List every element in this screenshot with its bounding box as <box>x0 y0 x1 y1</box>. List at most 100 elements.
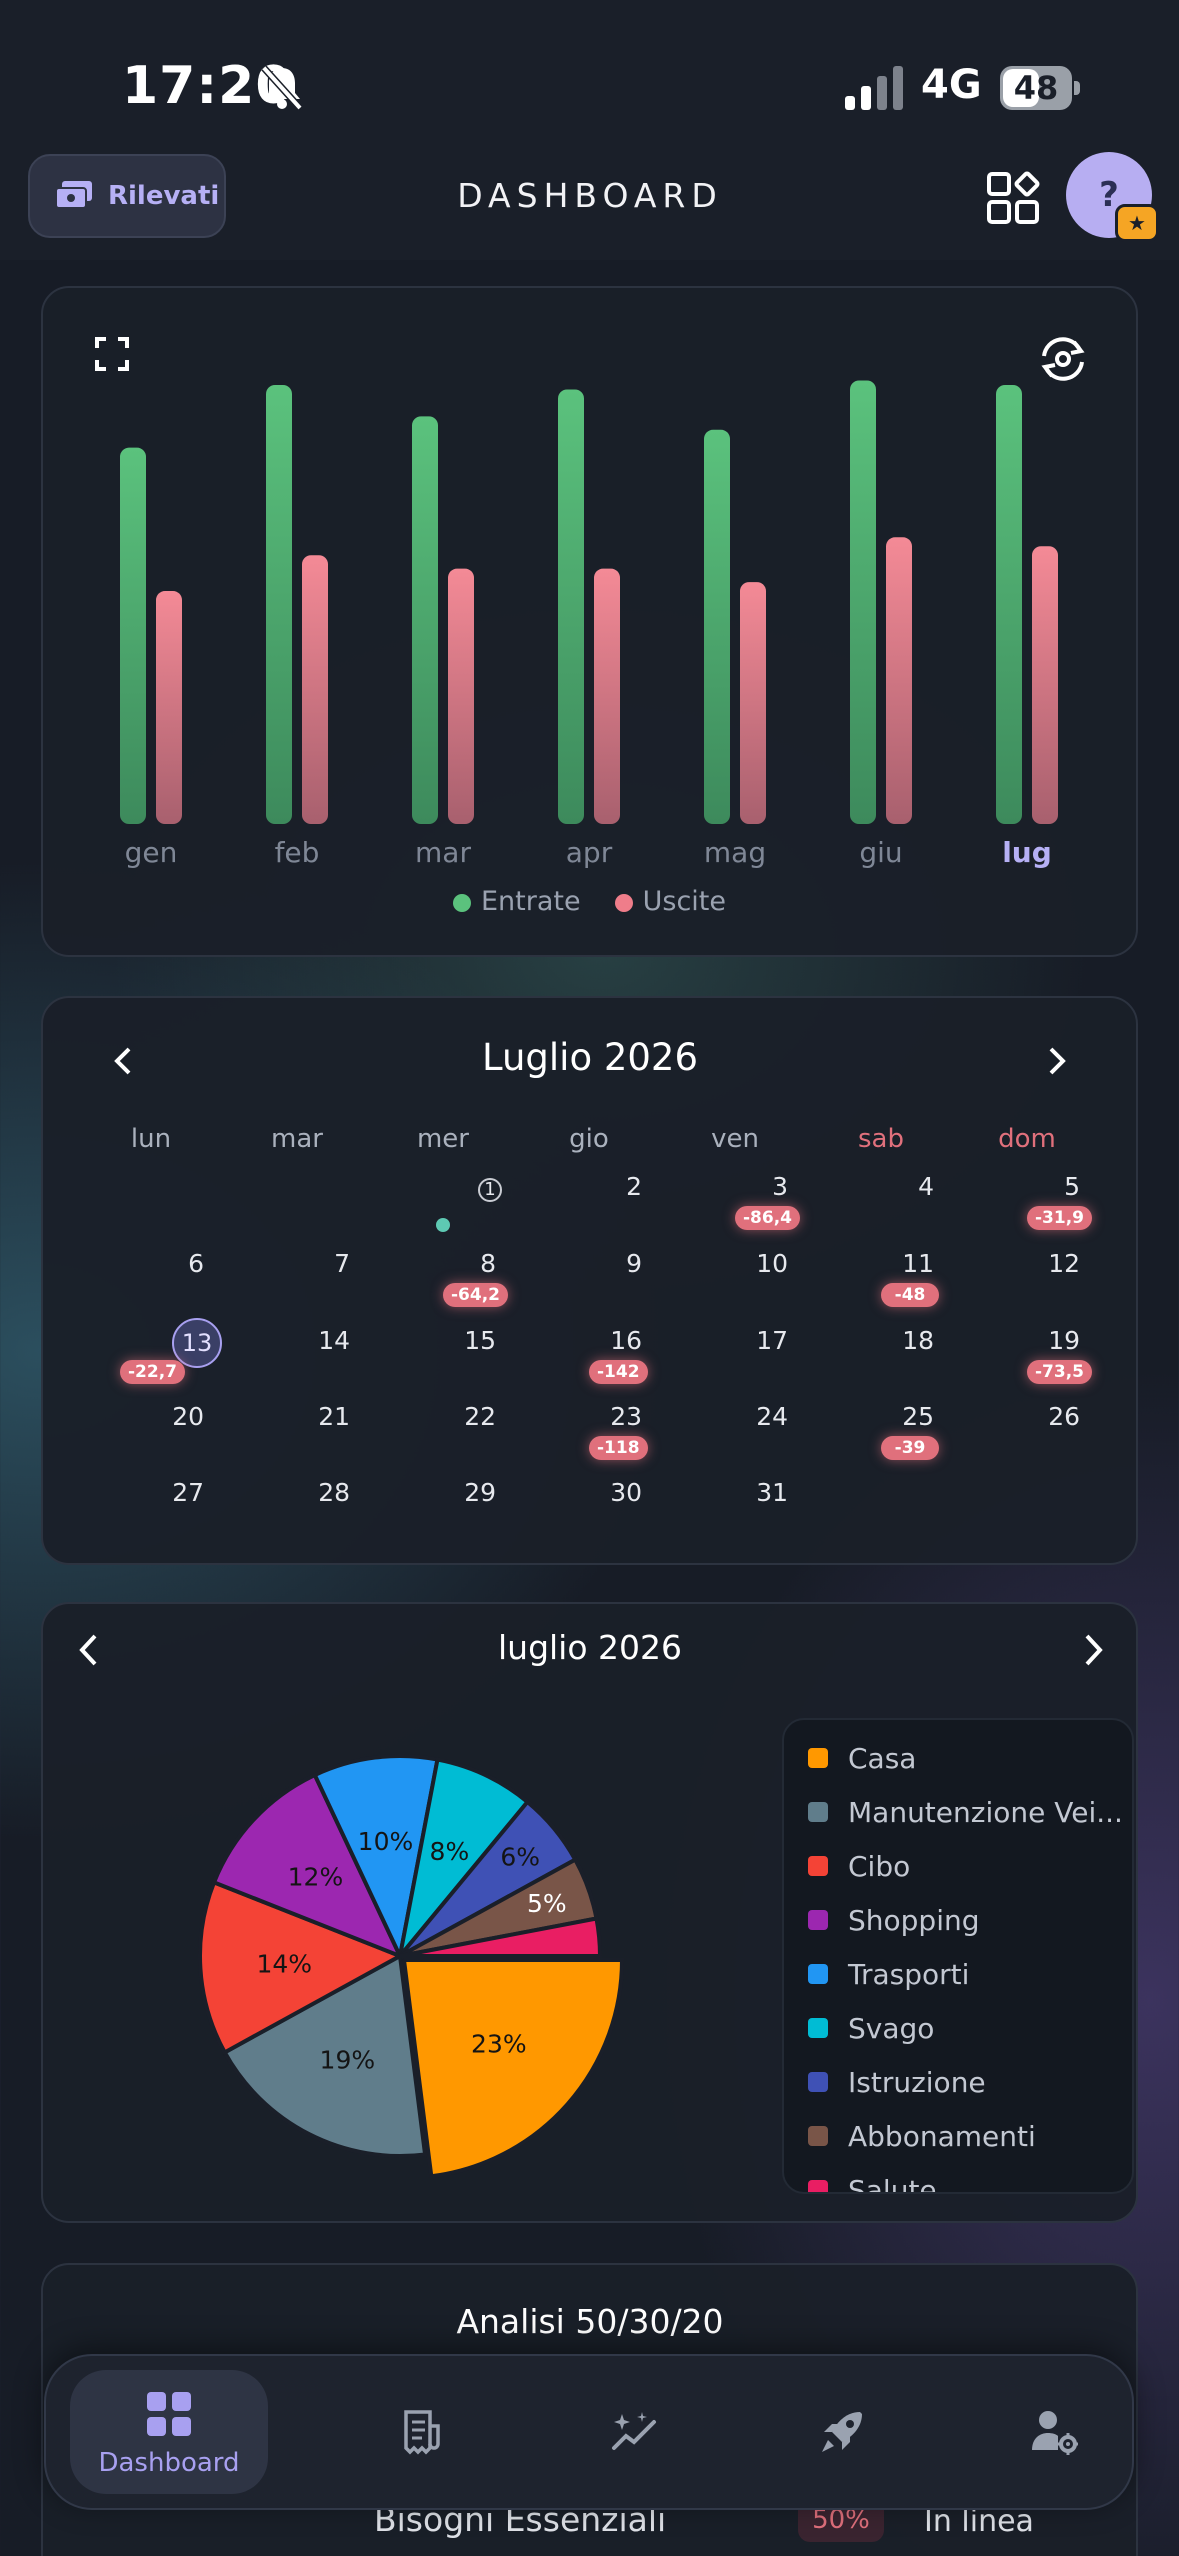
pie-slice-cibo[interactable] <box>198 1879 405 2056</box>
rilevati-button[interactable]: Rilevati <box>28 154 226 238</box>
pie-chart: 23% 19% 14% 12% 10% 8% 6% 5% <box>198 1754 625 2179</box>
rocket-icon[interactable] <box>818 2408 866 2456</box>
weekday-dom: dom <box>998 1124 1056 1154</box>
calendar-day-today[interactable]: 13 <box>172 1318 222 1368</box>
nav-item-dashboard[interactable] <box>70 2370 268 2494</box>
receipt-icon[interactable] <box>398 2408 446 2456</box>
calendar-day-16[interactable]: 16 <box>610 1326 642 1355</box>
legend-item-abbonamenti[interactable]: Abbonamenti <box>808 2116 1036 2156</box>
x-tick-apr[interactable]: apr <box>566 836 613 869</box>
bar-uscite-giu[interactable] <box>886 537 912 824</box>
rotate-view-icon[interactable] <box>1038 334 1088 384</box>
calendar-day-15[interactable]: 15 <box>464 1326 496 1355</box>
bar-entrate-mag[interactable] <box>704 429 730 824</box>
calendar-day-7[interactable]: 7 <box>334 1249 350 1278</box>
calendar-day-19[interactable]: 19 <box>1048 1326 1080 1355</box>
x-tick-lug[interactable]: lug <box>1002 836 1052 869</box>
expense-badge-11: -48 <box>881 1283 939 1307</box>
calendar-day-11[interactable]: 11 <box>902 1249 934 1278</box>
bar-entrate-giu[interactable] <box>850 380 876 824</box>
expense-badge-16: -142 <box>589 1360 648 1384</box>
calendar-day-20[interactable]: 20 <box>172 1402 204 1431</box>
bar-chart: gen feb mar apr mag giu lug <box>120 380 1058 869</box>
bar-entrate-feb[interactable] <box>266 384 292 824</box>
bar-uscite-feb[interactable] <box>302 555 328 824</box>
calendar-day-30[interactable]: 30 <box>610 1478 642 1507</box>
calendar-day-14[interactable]: 14 <box>318 1326 350 1355</box>
next-period-icon[interactable] <box>1072 1630 1112 1670</box>
bar-uscite-lug[interactable] <box>1032 546 1058 824</box>
calendar-day-1[interactable]: 1 <box>370 1172 516 1202</box>
calendar-day-6[interactable]: 6 <box>188 1249 204 1278</box>
fullscreen-icon[interactable] <box>94 336 130 372</box>
network-type: 4G <box>921 62 982 108</box>
calendar-day-17[interactable]: 17 <box>756 1326 788 1355</box>
legend-entrate[interactable]: Entrate <box>453 886 581 917</box>
calendar-day-18[interactable]: 18 <box>902 1326 934 1355</box>
pie-slice-casa[interactable] <box>401 1958 625 2179</box>
calendar-day-4[interactable]: 4 <box>918 1172 934 1201</box>
legend-item-salute[interactable]: Salute <box>808 2170 937 2192</box>
calendar-day-3[interactable]: 3 <box>772 1172 788 1201</box>
legend-swatch <box>808 2018 828 2038</box>
x-tick-mag[interactable]: mag <box>704 836 766 869</box>
x-tick-giu[interactable]: giu <box>859 836 902 869</box>
calendar-day-27[interactable]: 27 <box>172 1478 204 1507</box>
weekday-mer: mer <box>416 1124 469 1154</box>
page-title: DASHBOARD <box>457 176 723 215</box>
calendar-day-31[interactable]: 31 <box>756 1478 788 1507</box>
bar-entrate-lug[interactable] <box>996 384 1022 824</box>
signal-icon <box>845 66 903 110</box>
legend-item-casa[interactable]: Casa <box>808 1738 916 1778</box>
calendar-day-8[interactable]: 8 <box>480 1249 496 1278</box>
bar-entrate-gen[interactable] <box>120 447 146 824</box>
bar-uscite-mar[interactable] <box>448 568 474 824</box>
trend-sparkle-icon[interactable] <box>610 2408 658 2456</box>
legend-label: Shopping <box>848 1903 980 1937</box>
bar-uscite-mag[interactable] <box>740 582 766 824</box>
legend-item-manutenzione-vei-[interactable]: Manutenzione Vei... <box>808 1792 1123 1832</box>
calendar-day-21[interactable]: 21 <box>318 1402 350 1431</box>
pie-slice-salute[interactable] <box>399 1916 603 1958</box>
calendar-day-12[interactable]: 12 <box>1048 1249 1080 1278</box>
calendar-day-2[interactable]: 2 <box>626 1172 642 1201</box>
legend-item-istruzione[interactable]: Istruzione <box>808 2062 986 2102</box>
calendar-day-26[interactable]: 26 <box>1048 1402 1080 1431</box>
legend-swatch <box>808 2072 828 2092</box>
expense-badge-19: -73,5 <box>1027 1360 1092 1384</box>
legend-item-trasporti[interactable]: Trasporti <box>808 1954 969 1994</box>
legend-swatch <box>808 1964 828 1984</box>
x-tick-mar[interactable]: mar <box>415 836 471 869</box>
calendar-day-24[interactable]: 24 <box>756 1402 788 1431</box>
x-tick-feb[interactable]: feb <box>275 836 320 869</box>
next-month-icon[interactable] <box>1036 1041 1076 1081</box>
weekday-lun: lun <box>130 1124 172 1154</box>
pie-slice-trasporti[interactable] <box>312 1754 440 1963</box>
legend-item-cibo[interactable]: Cibo <box>808 1846 910 1886</box>
prev-period-icon[interactable] <box>70 1630 110 1670</box>
legend-item-shopping[interactable]: Shopping <box>808 1900 980 1940</box>
prev-month-icon[interactable] <box>104 1041 144 1081</box>
calendar-day-25[interactable]: 25 <box>902 1402 934 1431</box>
legend-label: Abbonamenti <box>848 2119 1036 2153</box>
bar-entrate-mar[interactable] <box>412 416 438 824</box>
calendar-day-23[interactable]: 23 <box>610 1402 642 1431</box>
bar-entrate-apr[interactable] <box>558 389 584 824</box>
legend-item-svago[interactable]: Svago <box>808 2008 934 2048</box>
pie-label-2: 14% <box>256 1949 312 1978</box>
x-tick-gen[interactable]: gen <box>125 836 178 869</box>
pie-slice-manutenzione-vei-[interactable] <box>222 1952 428 2158</box>
calendar-day-29[interactable]: 29 <box>464 1478 496 1507</box>
calendar-day-28[interactable]: 28 <box>318 1478 350 1507</box>
calendar-day-22[interactable]: 22 <box>464 1402 496 1431</box>
calendar-day-5[interactable]: 5 <box>1064 1172 1080 1201</box>
star-badge-icon: ★ <box>1115 204 1159 242</box>
pie-slice-shopping[interactable] <box>211 1772 404 1960</box>
legend-uscite[interactable]: Uscite <box>614 886 726 917</box>
bar-uscite-gen[interactable] <box>156 591 182 824</box>
calendar-day-10[interactable]: 10 <box>756 1249 788 1278</box>
calendar-day-9[interactable]: 9 <box>626 1249 642 1278</box>
user-settings-icon[interactable] <box>1030 2408 1078 2456</box>
widgets-icon[interactable] <box>985 170 1041 226</box>
bar-uscite-apr[interactable] <box>594 568 620 824</box>
